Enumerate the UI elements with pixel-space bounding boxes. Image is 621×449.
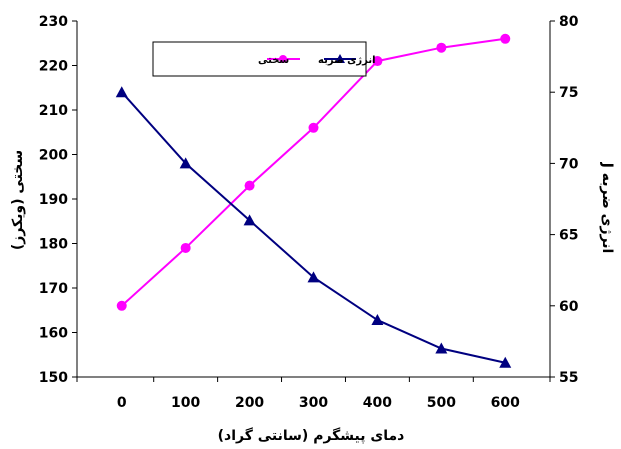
legend-energy-marker xyxy=(335,54,345,63)
x-tick-label: 300 xyxy=(299,395,328,411)
left-tick-label: 170 xyxy=(39,281,68,297)
impact-energy-point xyxy=(179,157,192,169)
left-tick-label: 220 xyxy=(39,59,68,75)
legend: سختی انرژی ضربه xyxy=(152,41,376,77)
hardness-series-line xyxy=(121,37,506,307)
hardness-point xyxy=(436,42,447,53)
y-axis-title: سختی (ویکرز) xyxy=(10,150,26,250)
y2-axis-title: انرژی ضربه J xyxy=(599,162,615,254)
x-tick-label: 100 xyxy=(171,395,200,411)
left-tick-label: 230 xyxy=(39,14,68,30)
left-tick-label: 180 xyxy=(39,237,68,253)
hardness-point xyxy=(180,242,191,253)
right-tick-label: 65 xyxy=(559,228,578,244)
left-tick-label: 190 xyxy=(39,192,68,208)
legend-hardness-label: سختی xyxy=(258,55,289,66)
right-tick-label: 80 xyxy=(559,14,579,30)
right-tick-label: 75 xyxy=(559,85,578,101)
hardness-point xyxy=(116,300,127,311)
left-tick-label: 150 xyxy=(39,370,68,386)
left-tick-label: 160 xyxy=(39,326,68,342)
hardness-point xyxy=(372,56,383,67)
legend-energy-label: انرژی ضربه xyxy=(318,55,376,66)
impact-energy-point xyxy=(499,356,512,368)
hardness-point xyxy=(500,33,511,44)
legend-hardness-marker xyxy=(279,55,287,63)
left-tick-label: 200 xyxy=(39,148,68,164)
x-axis-title: دمای پیشگرم (سانتی گراد) xyxy=(218,427,405,444)
x-axis-ticks: 0 100 200 300 400 500 600 xyxy=(76,377,551,411)
series-layer xyxy=(115,33,512,368)
impact-energy-point xyxy=(115,86,128,98)
x-tick-label: 400 xyxy=(363,395,392,411)
x-tick-label: 200 xyxy=(235,395,264,411)
right-tick-label: 60 xyxy=(559,299,579,315)
right-axis-ticks: 55 60 65 70 75 80 xyxy=(550,14,579,386)
left-axis-ticks: 150 160 170 180 190 200 210 220 230 xyxy=(39,14,77,386)
left-tick-label: 210 xyxy=(39,103,68,119)
impact-energy-point xyxy=(307,271,320,283)
right-tick-label: 70 xyxy=(559,156,579,172)
impact-energy-point xyxy=(435,342,448,354)
x-tick-label: 600 xyxy=(491,395,520,411)
x-tick-label: 0 xyxy=(117,395,127,411)
hardness-point xyxy=(244,180,255,191)
hardness-point xyxy=(308,122,319,133)
right-tick-label: 55 xyxy=(559,370,578,386)
impact-energy-point xyxy=(371,314,384,326)
x-tick-label: 500 xyxy=(427,395,456,411)
impact-energy-point xyxy=(243,214,256,226)
